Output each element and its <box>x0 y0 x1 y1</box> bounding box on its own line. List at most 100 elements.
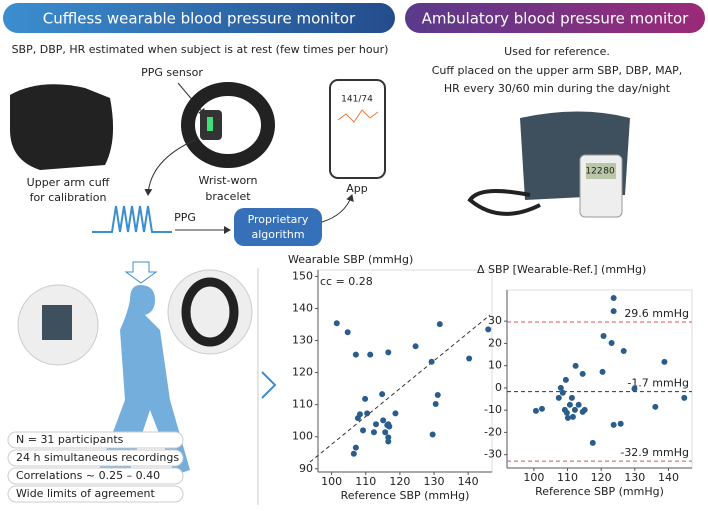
point <box>485 326 492 333</box>
reference-label: -32.9 mmHg <box>620 446 689 459</box>
chart-title: Wearable SBP (mmHg) <box>288 253 413 266</box>
y-tick-label: 150 <box>292 269 313 282</box>
point <box>356 411 363 418</box>
x-tick-label: 110 <box>557 471 578 484</box>
x-axis-label: Reference SBP (mmHg) <box>341 489 470 502</box>
arrow <box>124 261 158 284</box>
x-tick-label: 140 <box>658 471 679 484</box>
point <box>412 343 419 350</box>
x-tick-label: 130 <box>424 475 445 488</box>
point <box>559 389 566 396</box>
y-tick-label: -20 <box>484 425 502 438</box>
point <box>429 431 436 438</box>
summary-text: Correlations ~ 0.25 – 0.40 <box>16 469 160 482</box>
device-display: 122 <box>585 167 602 177</box>
cuff-image <box>10 84 114 170</box>
point <box>344 329 351 336</box>
plot-frame <box>317 269 493 473</box>
y-tick-label: 90 <box>299 462 313 475</box>
point <box>392 410 399 417</box>
y-tick-label: 120 <box>292 366 313 379</box>
point <box>380 417 387 424</box>
header-pill <box>405 3 705 33</box>
y-tick-label: 130 <box>292 334 313 347</box>
y-tick-label: 30 <box>488 314 502 327</box>
point <box>373 421 379 428</box>
point <box>610 308 617 315</box>
summary-box <box>7 431 184 449</box>
x-tick-label: 120 <box>591 471 612 484</box>
point <box>555 394 562 401</box>
label: for calibration <box>30 191 107 204</box>
point <box>385 434 392 441</box>
point <box>610 421 617 428</box>
description: Used for reference. <box>504 45 610 58</box>
x-tick-label: 100 <box>321 475 342 488</box>
x-tick-label: 100 <box>523 471 544 484</box>
point <box>557 384 564 391</box>
point <box>428 358 435 365</box>
point <box>564 414 571 421</box>
reference-label: -1.7 mmHg <box>627 377 689 390</box>
y-tick-label: 140 <box>292 301 313 314</box>
point <box>579 370 586 377</box>
person-image <box>95 285 190 480</box>
point <box>364 410 371 417</box>
y-tick-label: -10 <box>484 403 502 416</box>
point <box>434 392 441 399</box>
point <box>385 438 392 445</box>
point <box>352 351 359 358</box>
y-tick-label: 100 <box>292 430 313 443</box>
description: HR every 30/60 min during the day/night <box>444 82 671 95</box>
algorithm-box <box>234 208 322 246</box>
point <box>566 401 573 408</box>
point <box>350 450 357 457</box>
point <box>367 351 374 358</box>
y-tick-label: 0 <box>495 381 502 394</box>
summary-box <box>7 485 184 503</box>
point <box>466 355 473 362</box>
arrow <box>261 371 277 399</box>
x-axis-label: Reference SBP (mmHg) <box>535 485 664 498</box>
label: algorithm <box>251 228 304 241</box>
point <box>562 376 569 383</box>
ppg-wave <box>92 205 172 233</box>
point <box>661 358 668 365</box>
point <box>600 333 607 340</box>
point <box>362 395 369 402</box>
y-tick-label: -30 <box>484 448 502 461</box>
header-title: Ambulatory blood pressure monitor <box>422 10 690 28</box>
summary-text: 24 h simultaneous recordings <box>16 451 179 464</box>
point <box>581 406 588 413</box>
point <box>382 429 389 436</box>
label: Wrist-worn <box>198 174 257 187</box>
annotation: cc = 0.28 <box>320 275 373 288</box>
description: Cuff placed on the upper arm SBP, DBP, M… <box>432 64 683 77</box>
summary-box <box>7 467 184 485</box>
header-title: Cuffless wearable blood pressure monitor <box>43 10 356 28</box>
label: bracelet <box>205 190 251 203</box>
summary-text: N = 31 participants <box>16 433 124 446</box>
description: SBP, DBP, HR estimated when subject is a… <box>12 43 389 56</box>
y-tick-label: 10 <box>488 359 502 372</box>
y-tick-label: 110 <box>292 398 313 411</box>
point <box>568 394 575 401</box>
point <box>599 368 606 375</box>
trend-line <box>309 314 491 463</box>
x-tick-label: 110 <box>355 475 376 488</box>
label: PPG sensor <box>141 66 203 79</box>
point <box>385 349 392 356</box>
point <box>385 421 392 428</box>
point <box>432 401 439 408</box>
header-pill <box>3 3 395 33</box>
point <box>563 409 570 416</box>
y-tick-label: 20 <box>488 336 502 349</box>
bracelet-image <box>181 82 275 168</box>
device-display: 80 <box>603 167 615 177</box>
point <box>370 429 377 436</box>
point <box>538 405 545 412</box>
summary-text: Wide limits of agreement <box>16 487 155 500</box>
x-tick-label: 120 <box>389 475 410 488</box>
point <box>352 444 359 451</box>
